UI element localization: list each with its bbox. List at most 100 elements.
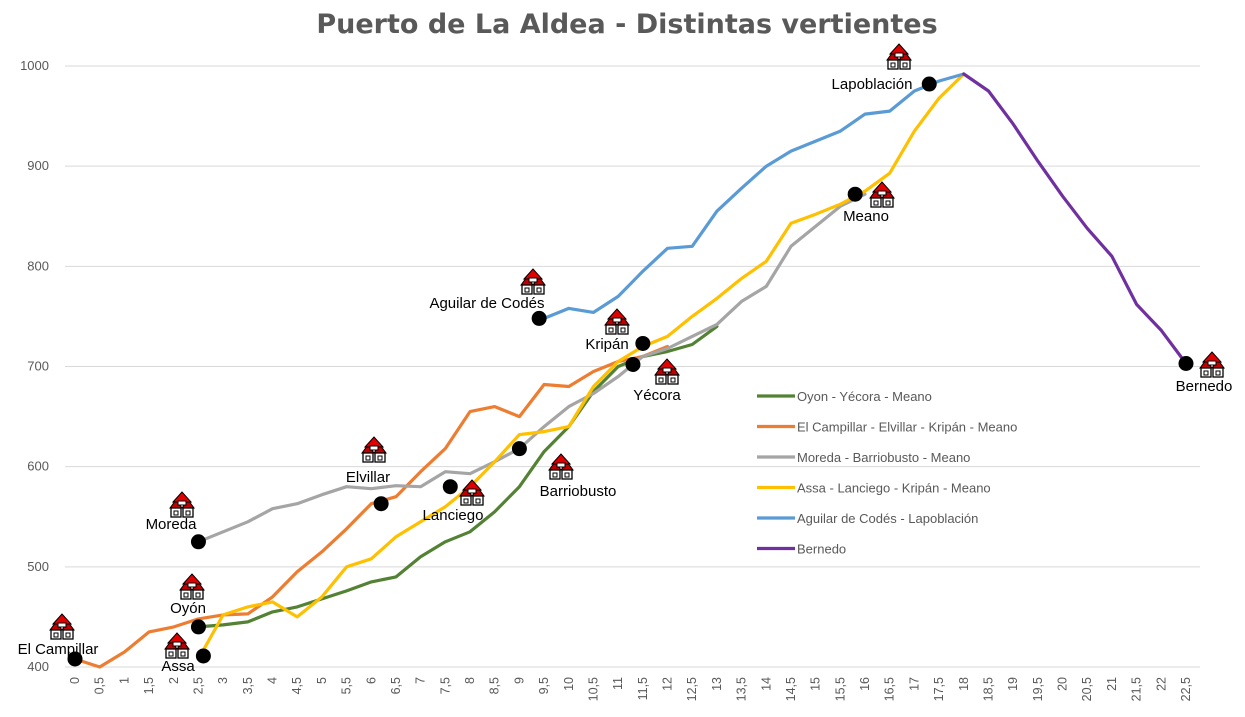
x-tick-label: 22,5 (1179, 677, 1193, 701)
x-tick-label: 14 (759, 677, 773, 691)
x-tick-label: 1,5 (142, 677, 156, 694)
y-tick-label: 700 (27, 359, 49, 374)
series-line-5 (962, 72, 1188, 366)
town-label: Meano (843, 208, 889, 225)
x-tick-label: 19 (1006, 677, 1020, 691)
town-point (195, 648, 211, 664)
town-label: Assa (161, 658, 195, 675)
town-point (1178, 355, 1194, 371)
x-tick-label: 17,5 (932, 677, 946, 701)
town-icon (520, 268, 546, 295)
town-point (190, 534, 206, 550)
x-tick-label: 19,5 (1031, 677, 1045, 701)
x-tick-label: 5,5 (340, 677, 354, 694)
series-line-0 (196, 324, 719, 629)
series-line-3 (196, 72, 966, 661)
x-tick-label: 16,5 (883, 677, 897, 701)
x-tick-label: 7,5 (438, 677, 452, 694)
town-point (847, 186, 863, 202)
x-tick-label: 15 (809, 677, 823, 691)
x-tick-label: 2 (167, 677, 181, 684)
legend-entry: Moreda - Barriobusto - Meano (797, 450, 970, 465)
y-tick-label: 500 (27, 559, 49, 574)
x-axis-ticks: 0 0,5 1 1,5 2 2,5 3 3,5 4 4,5 5 5,5 6 6,5 7 7,5 8 8,5 9 9,5… (68, 677, 1193, 701)
x-tick-label: 5 (315, 677, 329, 684)
x-tick-label: 20,5 (1080, 677, 1094, 701)
town-point (67, 651, 83, 667)
x-tick-label: 21,5 (1130, 677, 1144, 701)
town-point (511, 441, 527, 457)
town-point (442, 479, 458, 495)
town-icon (179, 573, 205, 600)
y-tick-label: 400 (27, 659, 49, 674)
x-tick-label: 13 (710, 677, 724, 691)
town-point (921, 76, 937, 92)
x-tick-label: 9 (512, 677, 526, 684)
chart-title: Puerto de La Aldea - Distintas vertiente… (316, 9, 937, 40)
x-tick-label: 18 (957, 677, 971, 691)
x-tick-label: 14,5 (784, 677, 798, 701)
town-icon (49, 613, 75, 640)
y-tick-label: 800 (27, 258, 49, 273)
x-tick-label: 11 (611, 677, 625, 690)
legend: Oyon - Yécora - Meano El Campillar - Elvi… (757, 389, 1017, 557)
legend-entry: Oyon - Yécora - Meano (797, 389, 932, 404)
x-tick-label: 20 (1056, 677, 1070, 691)
town-icon (361, 436, 387, 463)
y-tick-label: 1000 (20, 58, 49, 73)
series-line-2 (196, 192, 867, 544)
x-tick-label: 12,5 (685, 677, 699, 701)
x-tick-label: 0,5 (93, 677, 107, 694)
x-tick-label: 3,5 (241, 677, 255, 694)
x-tick-label: 17 (907, 677, 921, 691)
town-label: Elvillar (346, 469, 390, 486)
town-point (190, 619, 206, 635)
town-label: Lanciego (423, 507, 484, 524)
town-label: Kripán (585, 336, 628, 353)
y-tick-label: 900 (27, 158, 49, 173)
town-icon (459, 479, 485, 506)
x-tick-label: 0 (68, 677, 82, 684)
x-tick-label: 8 (463, 677, 477, 684)
x-tick-label: 10 (562, 677, 576, 691)
town-point (531, 310, 547, 326)
gridlines (65, 65, 1200, 668)
town-label: El Campillar (18, 641, 99, 658)
legend-entry: El Campillar - Elvillar - Kripán - Meano (797, 420, 1017, 435)
x-tick-label: 3 (216, 677, 230, 684)
town-icon (886, 43, 912, 70)
town-icon (869, 181, 895, 208)
series-line-4 (542, 72, 966, 320)
town-label: Lapoblación (832, 76, 913, 93)
town-label: Oyón (170, 600, 206, 617)
town-point (635, 335, 651, 351)
town-label: Aguilar de Codés (429, 295, 544, 312)
x-tick-label: 9,5 (537, 677, 551, 694)
x-tick-label: 15,5 (833, 677, 847, 701)
town-icon (1199, 351, 1225, 378)
town-point (373, 496, 389, 512)
town-icon (164, 632, 190, 659)
town-markers: El Campillar Oyón Assa Moreda Elvillar Lancie… (18, 43, 1232, 675)
town-label: Moreda (146, 516, 198, 533)
x-tick-label: 2,5 (191, 677, 205, 694)
x-tick-label: 16 (858, 677, 872, 691)
x-tick-label: 7 (414, 677, 428, 684)
x-tick-label: 4,5 (290, 677, 304, 694)
x-tick-label: 21 (1105, 677, 1119, 691)
x-tick-label: 13,5 (735, 677, 749, 701)
x-tick-label: 11,5 (636, 677, 650, 700)
x-tick-label: 18,5 (981, 677, 995, 701)
town-label: Yécora (633, 387, 681, 404)
x-tick-label: 6,5 (389, 677, 403, 694)
town-label: Barriobusto (540, 483, 617, 500)
legend-entry: Bernedo (797, 542, 846, 557)
town-icon (548, 453, 574, 480)
x-tick-label: 4 (266, 677, 280, 684)
town-icon (604, 308, 630, 335)
town-icon (654, 358, 680, 385)
legend-entry: Aguilar de Codés - Lapoblación (797, 511, 978, 526)
series-line-1 (73, 344, 670, 669)
x-tick-label: 8,5 (488, 677, 502, 694)
